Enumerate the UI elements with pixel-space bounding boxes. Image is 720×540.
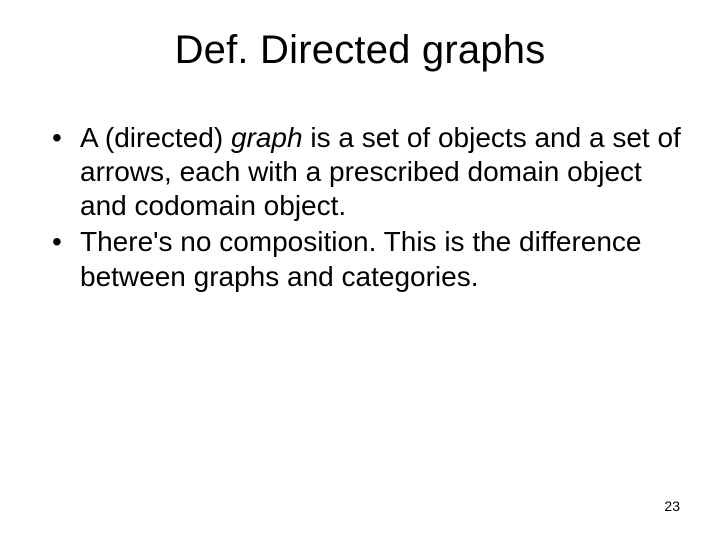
bullet-text-prefix: A (directed) [80,122,231,153]
bullet-text-italic: graph [231,122,303,153]
list-item: A (directed) graph is a set of objects a… [64,121,684,223]
page-number: 23 [664,498,680,514]
list-item: There's no composition. This is the diff… [64,225,684,293]
bullet-text-prefix: There's no composition. This is the diff… [80,226,642,291]
slide-title: Def. Directed graphs [36,28,684,73]
bullet-list: A (directed) graph is a set of objects a… [36,121,684,294]
